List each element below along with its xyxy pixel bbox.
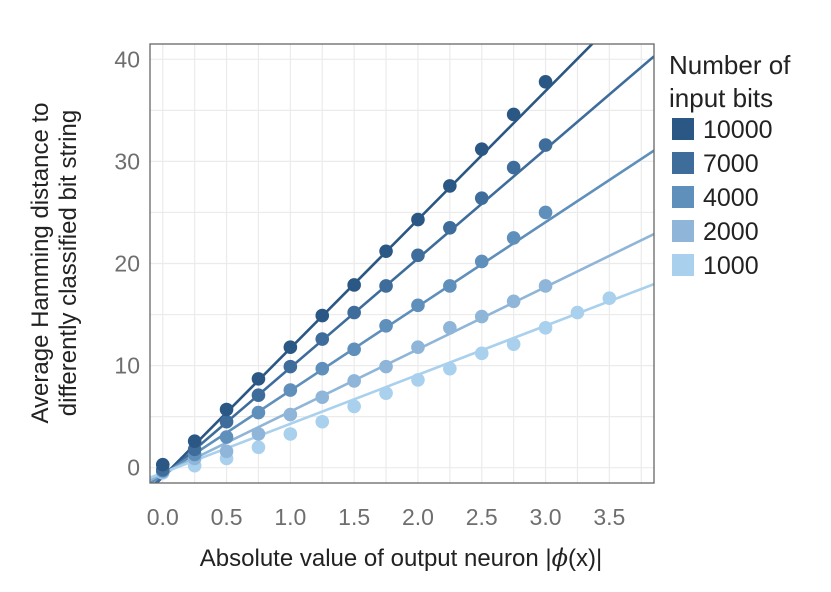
point-10000	[187, 434, 202, 448]
point-2000	[347, 374, 361, 388]
point-10000	[538, 74, 553, 89]
point-4000	[219, 430, 234, 444]
y-tick-label: 0	[127, 455, 140, 481]
point-1000	[443, 361, 457, 376]
x-axis-ticks: 0.0 0.5 1.0 1.5 2.0 2.5 3.0 3.5	[147, 504, 626, 530]
point-7000	[347, 305, 361, 320]
point-4000	[506, 231, 521, 245]
legend-swatch-1000	[672, 254, 694, 276]
y-axis-ticks: 0 10 20 30 40	[114, 46, 140, 480]
legend-swatch-10000	[672, 118, 694, 140]
point-10000	[443, 179, 457, 193]
point-4000	[347, 342, 361, 357]
legend-label-1000: 1000	[703, 252, 759, 280]
point-7000	[251, 388, 266, 403]
point-1000	[347, 399, 361, 414]
y-tick-label: 20	[114, 251, 140, 277]
point-4000	[379, 318, 393, 333]
x-tick-label: 2.0	[402, 504, 434, 530]
point-10000	[379, 244, 393, 259]
x-tick-label: 1.0	[274, 504, 306, 530]
legend-label-4000: 4000	[703, 184, 759, 212]
y-tick-label: 40	[114, 46, 140, 72]
point-7000	[283, 359, 298, 374]
point-7000	[443, 220, 457, 235]
point-2000	[283, 407, 298, 422]
point-7000	[315, 332, 330, 346]
point-4000	[474, 254, 489, 269]
legend-swatch-2000	[672, 220, 694, 242]
point-10000	[411, 212, 425, 227]
fit-lines	[150, 44, 654, 483]
legend-label-2000: 2000	[703, 218, 759, 246]
point-4000	[443, 279, 457, 293]
point-2000	[411, 340, 425, 355]
point-10000	[155, 457, 170, 472]
point-4000	[283, 383, 298, 397]
data-points	[155, 74, 617, 480]
legend-label-10000: 10000	[703, 116, 773, 144]
point-2000	[506, 294, 521, 309]
point-10000	[474, 142, 489, 156]
y-tick-label: 10	[114, 353, 140, 379]
x-tick-label: 2.5	[466, 504, 498, 530]
point-10000	[506, 107, 521, 122]
point-1000	[506, 337, 521, 351]
point-4000	[538, 205, 553, 220]
fit-line-1000	[150, 282, 654, 479]
x-axis-title: Absolute value of output neuron |ϕ(x)|	[200, 544, 602, 572]
point-10000	[315, 308, 330, 323]
point-10000	[347, 278, 361, 292]
point-1000	[379, 386, 393, 400]
legend-title: Number of	[669, 50, 791, 80]
x-tick-label: 0.0	[147, 504, 179, 530]
point-4000	[251, 405, 266, 420]
point-1000	[474, 346, 489, 361]
point-2000	[219, 444, 234, 459]
point-2000	[443, 321, 457, 335]
point-7000	[506, 160, 521, 175]
point-7000	[219, 414, 234, 429]
point-1000	[283, 427, 298, 441]
point-7000	[474, 191, 489, 205]
point-10000	[251, 372, 266, 386]
point-1000	[315, 414, 330, 429]
point-1000	[602, 291, 617, 306]
point-1000	[570, 305, 585, 320]
point-4000	[411, 298, 425, 313]
x-tick-label: 0.5	[211, 504, 243, 530]
fit-line-4000	[150, 149, 654, 483]
point-7000	[379, 279, 393, 293]
legend-swatch-4000	[672, 186, 694, 208]
fit-line-2000	[150, 232, 654, 482]
point-1000	[251, 440, 266, 455]
x-tick-label: 3.0	[530, 504, 562, 530]
fit-line-7000	[153, 55, 654, 483]
point-2000	[474, 309, 489, 324]
y-axis-title: Average Hamming distance todifferently c…	[27, 102, 82, 423]
point-10000	[283, 340, 298, 355]
point-7000	[411, 248, 425, 263]
point-4000	[315, 361, 330, 376]
y-tick-label: 30	[114, 148, 140, 174]
legend-swatch-7000	[672, 152, 694, 174]
point-2000	[538, 279, 553, 293]
plot-frame	[149, 43, 655, 484]
legend-label-7000: 7000	[703, 150, 759, 178]
point-2000	[251, 427, 266, 441]
point-2000	[315, 390, 330, 405]
x-tick-label: 3.5	[593, 504, 625, 530]
point-10000	[219, 402, 234, 417]
fit-line-10000	[154, 44, 594, 483]
point-1000	[538, 321, 553, 335]
x-tick-label: 1.5	[338, 504, 370, 530]
legend-title: input bits	[669, 83, 773, 113]
point-7000	[538, 138, 553, 152]
point-2000	[379, 359, 393, 374]
point-1000	[411, 373, 425, 387]
